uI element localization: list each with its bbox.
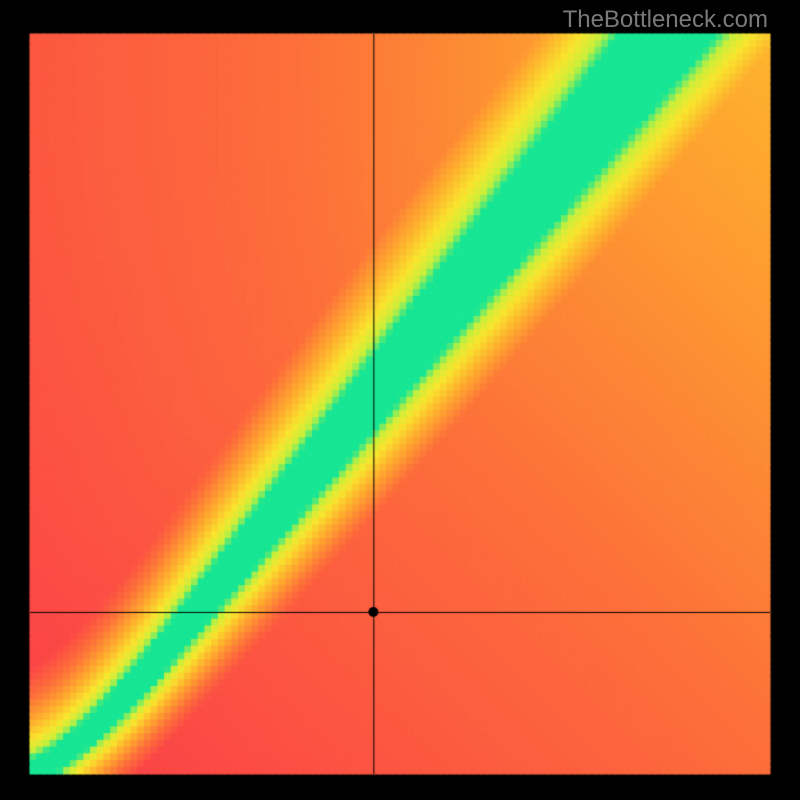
heatmap-canvas	[0, 0, 800, 800]
watermark-text: TheBottleneck.com	[563, 6, 768, 34]
chart-container: TheBottleneck.com	[0, 0, 800, 800]
